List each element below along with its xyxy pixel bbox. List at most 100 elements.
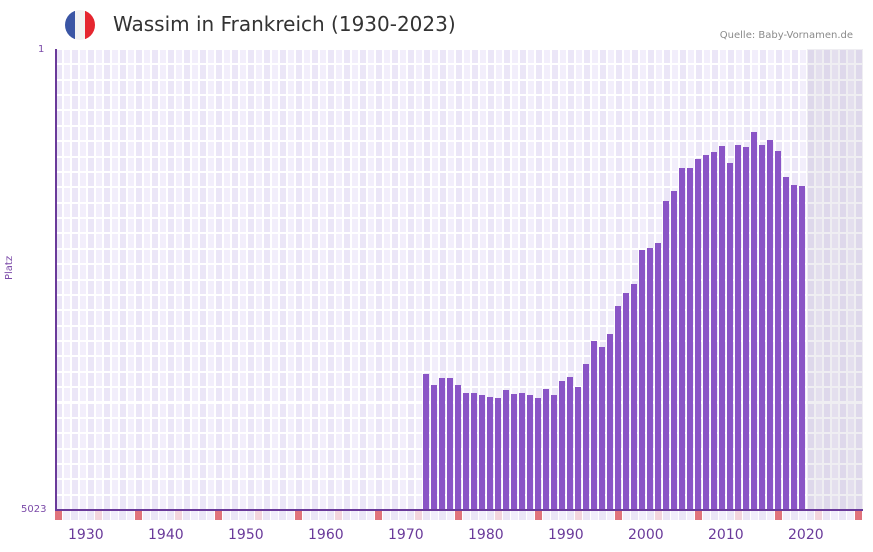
grid-cell [360,372,366,387]
bar-2012[interactable] [727,163,733,510]
grid-cell [504,65,510,79]
grid-cell [584,172,590,187]
bar-1993[interactable] [575,386,581,510]
bar-1995[interactable] [591,341,597,510]
grid-cell [288,249,294,264]
bar-2011[interactable] [719,145,725,510]
bar-2007[interactable] [687,167,693,510]
bar-1999[interactable] [623,292,629,510]
bar-2019[interactable] [783,176,789,510]
bar-2018[interactable] [775,150,781,510]
grid-cell [272,96,278,110]
bar-2015[interactable] [751,131,757,510]
grid-cell [560,342,566,356]
grid-cell [192,495,198,510]
grid-cell [512,96,518,110]
grid-cell [328,234,334,248]
bar-1992[interactable] [567,376,573,510]
grid-cell [856,342,862,356]
bar-2010[interactable] [711,151,717,510]
grid-cell [72,265,78,279]
bar-1980[interactable] [471,392,477,510]
bar-1991[interactable] [559,381,565,510]
bar-2021[interactable] [799,186,805,510]
grid-cell [376,203,382,218]
grid-cell [208,464,214,479]
bar-2002[interactable] [647,248,653,510]
grid-cell [168,464,174,479]
bar-1989[interactable] [543,389,549,510]
grid-cell [592,172,598,187]
grid-cell [104,249,110,264]
grid-cell [264,249,270,264]
bar-1978[interactable] [455,384,461,510]
bar-1997[interactable] [607,334,613,510]
grid-cell [800,80,806,95]
bar-2003[interactable] [655,242,661,510]
year-marker [319,511,326,520]
bar-2016[interactable] [759,145,765,510]
bar-1987[interactable] [527,394,533,510]
grid-cell [56,434,62,448]
grid-cell [848,157,854,171]
grid-cell [120,203,126,218]
grid-cell [104,464,110,479]
grid-cell [296,126,302,141]
bar-1985[interactable] [511,393,517,510]
grid-cell [192,80,198,95]
grid-cell [384,357,390,371]
grid-cell [832,342,838,356]
grid-cell [664,96,670,110]
grid-cell [288,188,294,202]
grid-cell [824,65,830,79]
bar-2020[interactable] [791,185,797,510]
bar-1981[interactable] [479,394,485,510]
grid-cell [304,234,310,248]
grid-cell [304,219,310,233]
grid-cell [120,111,126,125]
bar-2008[interactable] [695,158,701,510]
bar-1975[interactable] [431,384,437,510]
grid-cell [576,157,582,171]
grid-cell [392,65,398,79]
grid-cell [336,388,342,402]
bar-1974[interactable] [423,374,429,510]
bar-2005[interactable] [671,191,677,510]
grid-cell [312,111,318,125]
grid-cell [160,357,166,371]
bar-2009[interactable] [703,154,709,510]
bar-2000[interactable] [631,283,637,510]
bar-1986[interactable] [519,392,525,510]
grid-cell [280,96,286,110]
bar-2017[interactable] [767,139,773,510]
grid-cell [320,372,326,387]
bar-1996[interactable] [599,346,605,510]
bar-1982[interactable] [487,396,493,510]
bar-2013[interactable] [735,145,741,510]
bar-1977[interactable] [447,377,453,510]
grid-cell [224,96,230,110]
grid-cell [376,219,382,233]
bar-2014[interactable] [743,147,749,510]
grid-cell [240,326,246,341]
grid-cell [80,418,86,433]
grid-cell [728,80,734,95]
year-marker [415,511,422,520]
grid-cell [280,142,286,156]
bar-1994[interactable] [583,364,589,510]
bar-1979[interactable] [463,392,469,510]
grid-cell [328,219,334,233]
bar-1990[interactable] [551,394,557,510]
bar-2004[interactable] [663,201,669,510]
bar-2001[interactable] [639,250,645,510]
grid-cell [80,188,86,202]
bar-1983[interactable] [495,398,501,510]
bar-1984[interactable] [503,390,509,510]
grid-cell [72,342,78,356]
bar-2006[interactable] [679,167,685,510]
bar-1988[interactable] [535,398,541,510]
bar-1998[interactable] [615,306,621,510]
grid-cell [704,126,710,141]
bar-1976[interactable] [439,377,445,510]
grid-cell [128,295,134,310]
